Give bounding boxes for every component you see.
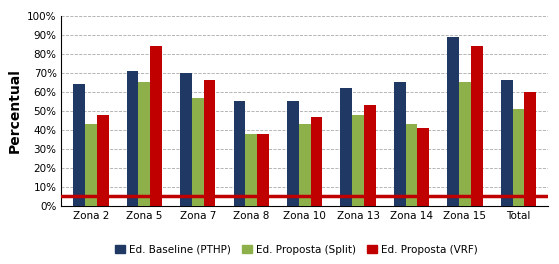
Y-axis label: Percentual: Percentual <box>8 68 22 153</box>
Bar <box>459 82 471 206</box>
Bar <box>352 115 364 206</box>
Bar <box>364 105 376 206</box>
Bar <box>85 124 97 206</box>
Bar <box>234 101 245 206</box>
Bar <box>97 115 108 206</box>
Bar <box>447 37 459 206</box>
Bar <box>394 82 406 206</box>
Bar <box>311 117 323 206</box>
Bar <box>257 134 269 206</box>
Bar <box>127 71 139 206</box>
Bar <box>418 128 429 206</box>
Bar <box>471 46 482 206</box>
Bar <box>340 88 352 206</box>
Bar <box>150 46 162 206</box>
Bar <box>513 109 524 206</box>
Bar <box>245 134 257 206</box>
Bar <box>299 124 311 206</box>
Bar <box>406 124 418 206</box>
Bar <box>180 73 192 206</box>
Bar <box>139 82 150 206</box>
Bar <box>192 98 203 206</box>
Bar <box>203 81 215 206</box>
Bar <box>524 92 536 206</box>
Legend: Ed. Baseline (PTHP), Ed. Proposta (Split), Ed. Proposta (VRF): Ed. Baseline (PTHP), Ed. Proposta (Split… <box>111 241 482 259</box>
Bar <box>501 81 513 206</box>
Bar <box>73 84 85 206</box>
Bar <box>287 101 299 206</box>
